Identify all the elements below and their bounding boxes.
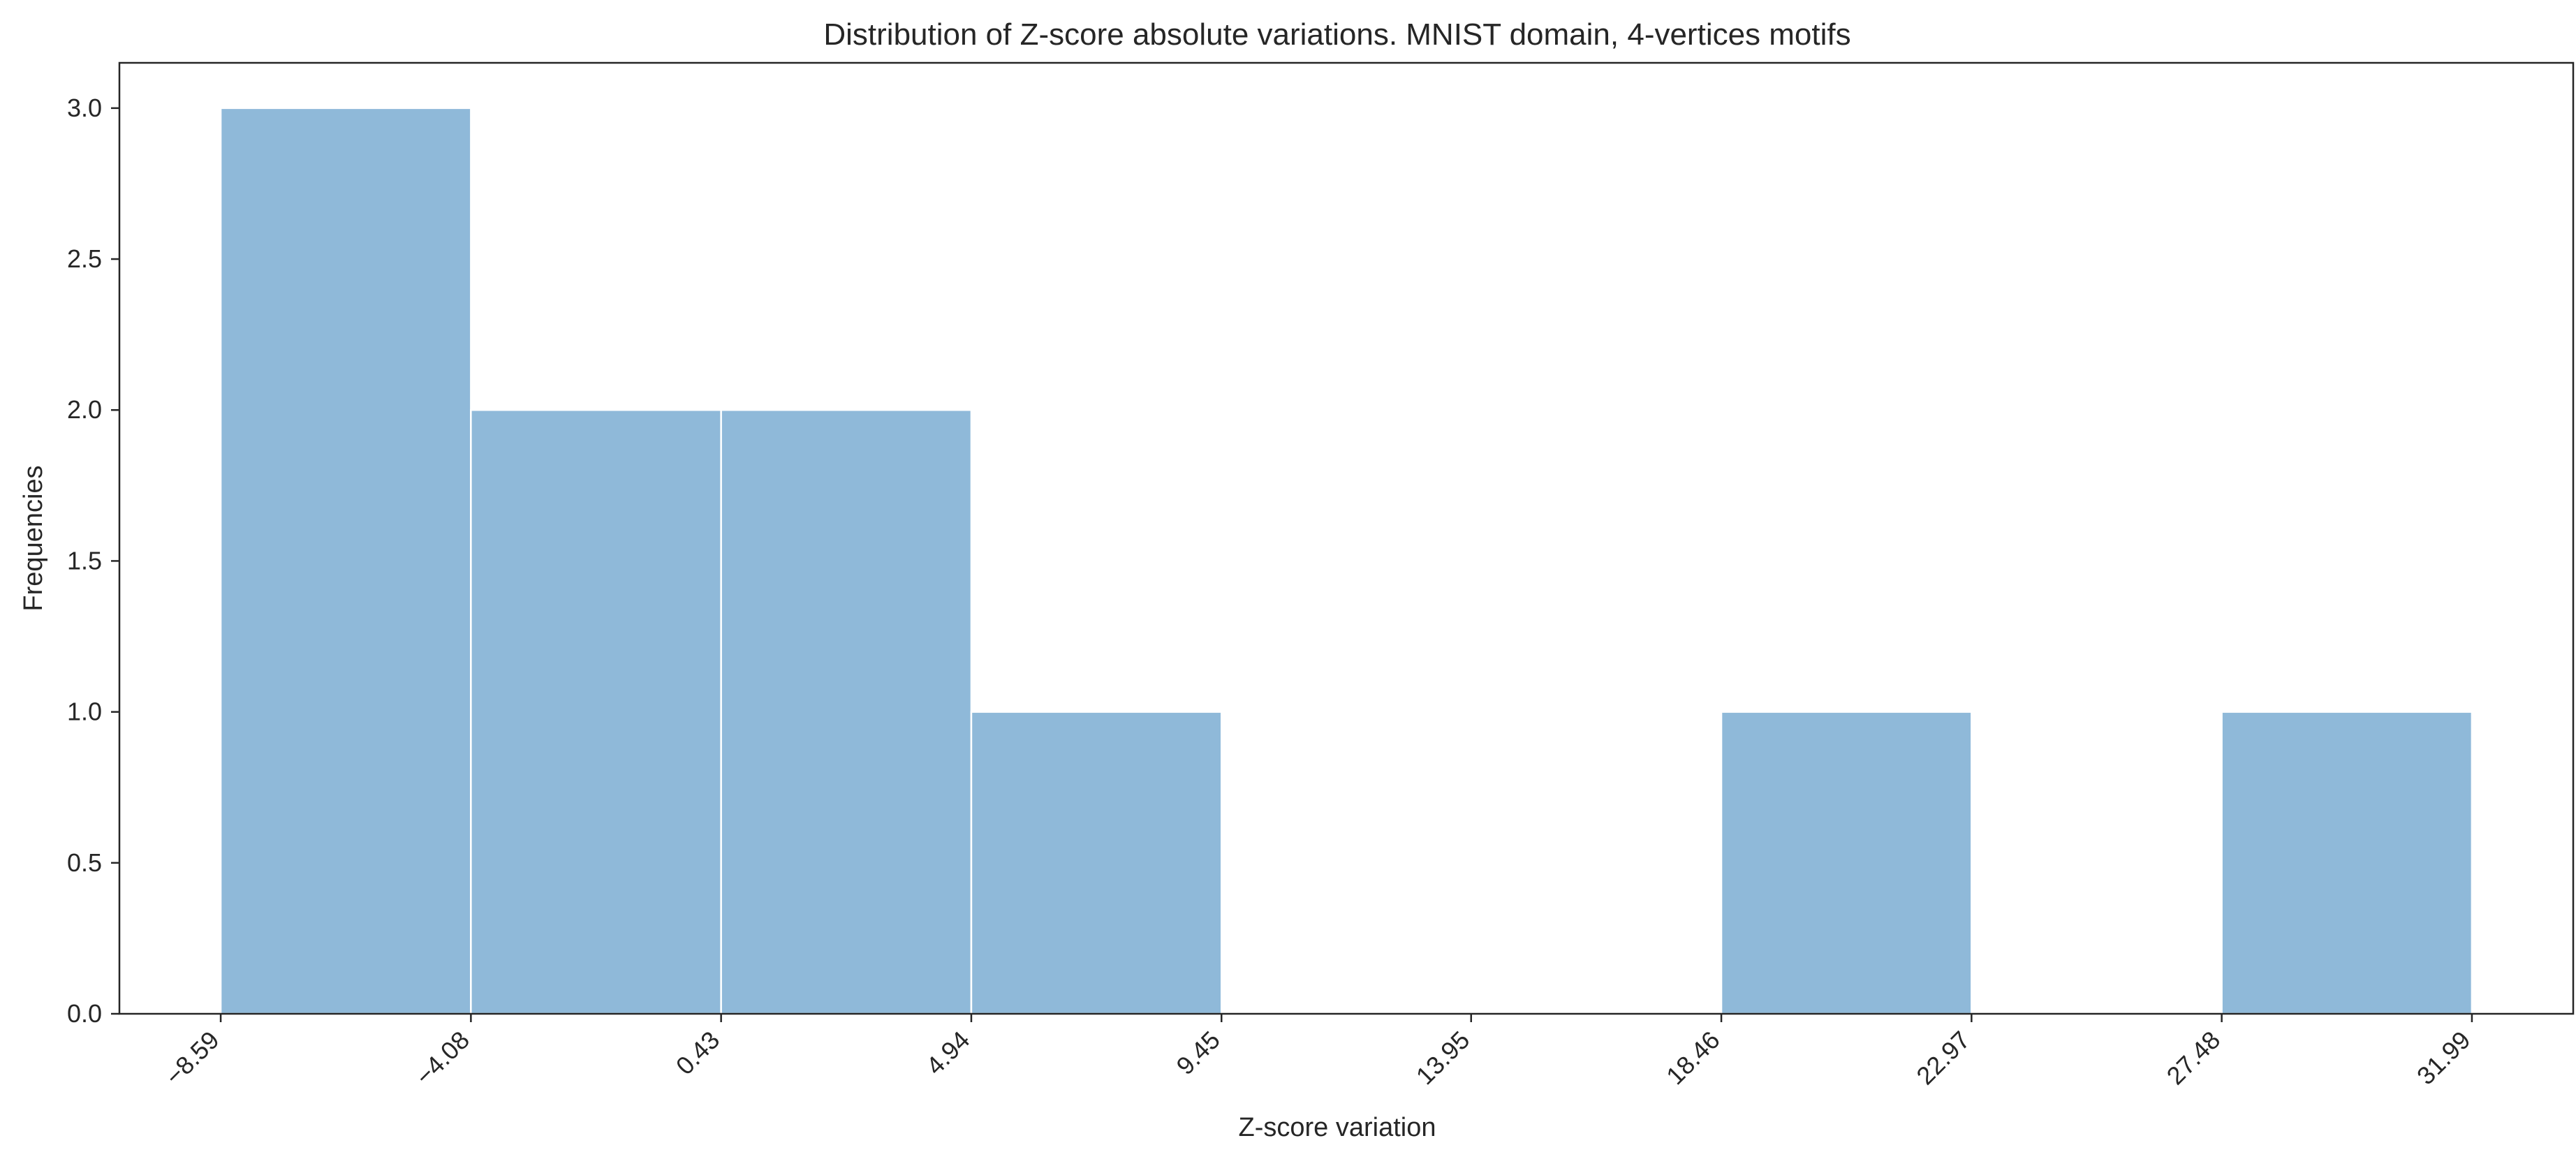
x-tick-label: −8.59 xyxy=(159,1026,224,1091)
histogram-bar xyxy=(470,408,722,1015)
histogram-bar xyxy=(1720,711,1973,1015)
histogram-bar xyxy=(970,711,1223,1015)
y-tick-label: 0.0 xyxy=(67,999,102,1028)
x-tick-label: 27.48 xyxy=(2161,1026,2226,1091)
chart-title: Distribution of Z-score absolute variati… xyxy=(823,17,1850,52)
histogram-bar xyxy=(219,107,472,1015)
y-tick-label: 2.0 xyxy=(67,395,102,424)
histogram-bar xyxy=(2221,711,2473,1015)
x-tick-label: 13.95 xyxy=(1411,1026,1475,1091)
y-axis-label: Frequencies xyxy=(19,465,48,611)
y-tick-label: 2.5 xyxy=(67,244,102,273)
y-axis-ticks: 0.0 0.5 1.0 1.5 2.0 2.5 3.0 xyxy=(67,94,119,1028)
bars-group xyxy=(219,107,2473,1015)
histogram-bar xyxy=(720,408,973,1015)
x-tick-label: 18.46 xyxy=(1661,1026,1725,1091)
x-axis-label: Z-score variation xyxy=(1239,1113,1436,1142)
y-tick-label: 3.0 xyxy=(67,94,102,122)
y-tick-label: 1.0 xyxy=(67,698,102,726)
x-tick-label: 31.99 xyxy=(2411,1026,2476,1091)
x-tick-label: 22.97 xyxy=(1911,1026,1975,1091)
x-tick-label: 9.45 xyxy=(1170,1026,1226,1081)
x-tick-label: 4.94 xyxy=(920,1026,976,1081)
y-tick-label: 1.5 xyxy=(67,546,102,575)
x-tick-label: −4.08 xyxy=(410,1026,475,1091)
x-tick-label: 0.43 xyxy=(670,1026,726,1081)
y-tick-label: 0.5 xyxy=(67,848,102,877)
x-axis-ticks: −8.59 −4.08 0.43 4.94 9.45 13.95 18.46 22.97 27.… xyxy=(159,1014,2476,1091)
plot-frame xyxy=(118,61,2575,1015)
